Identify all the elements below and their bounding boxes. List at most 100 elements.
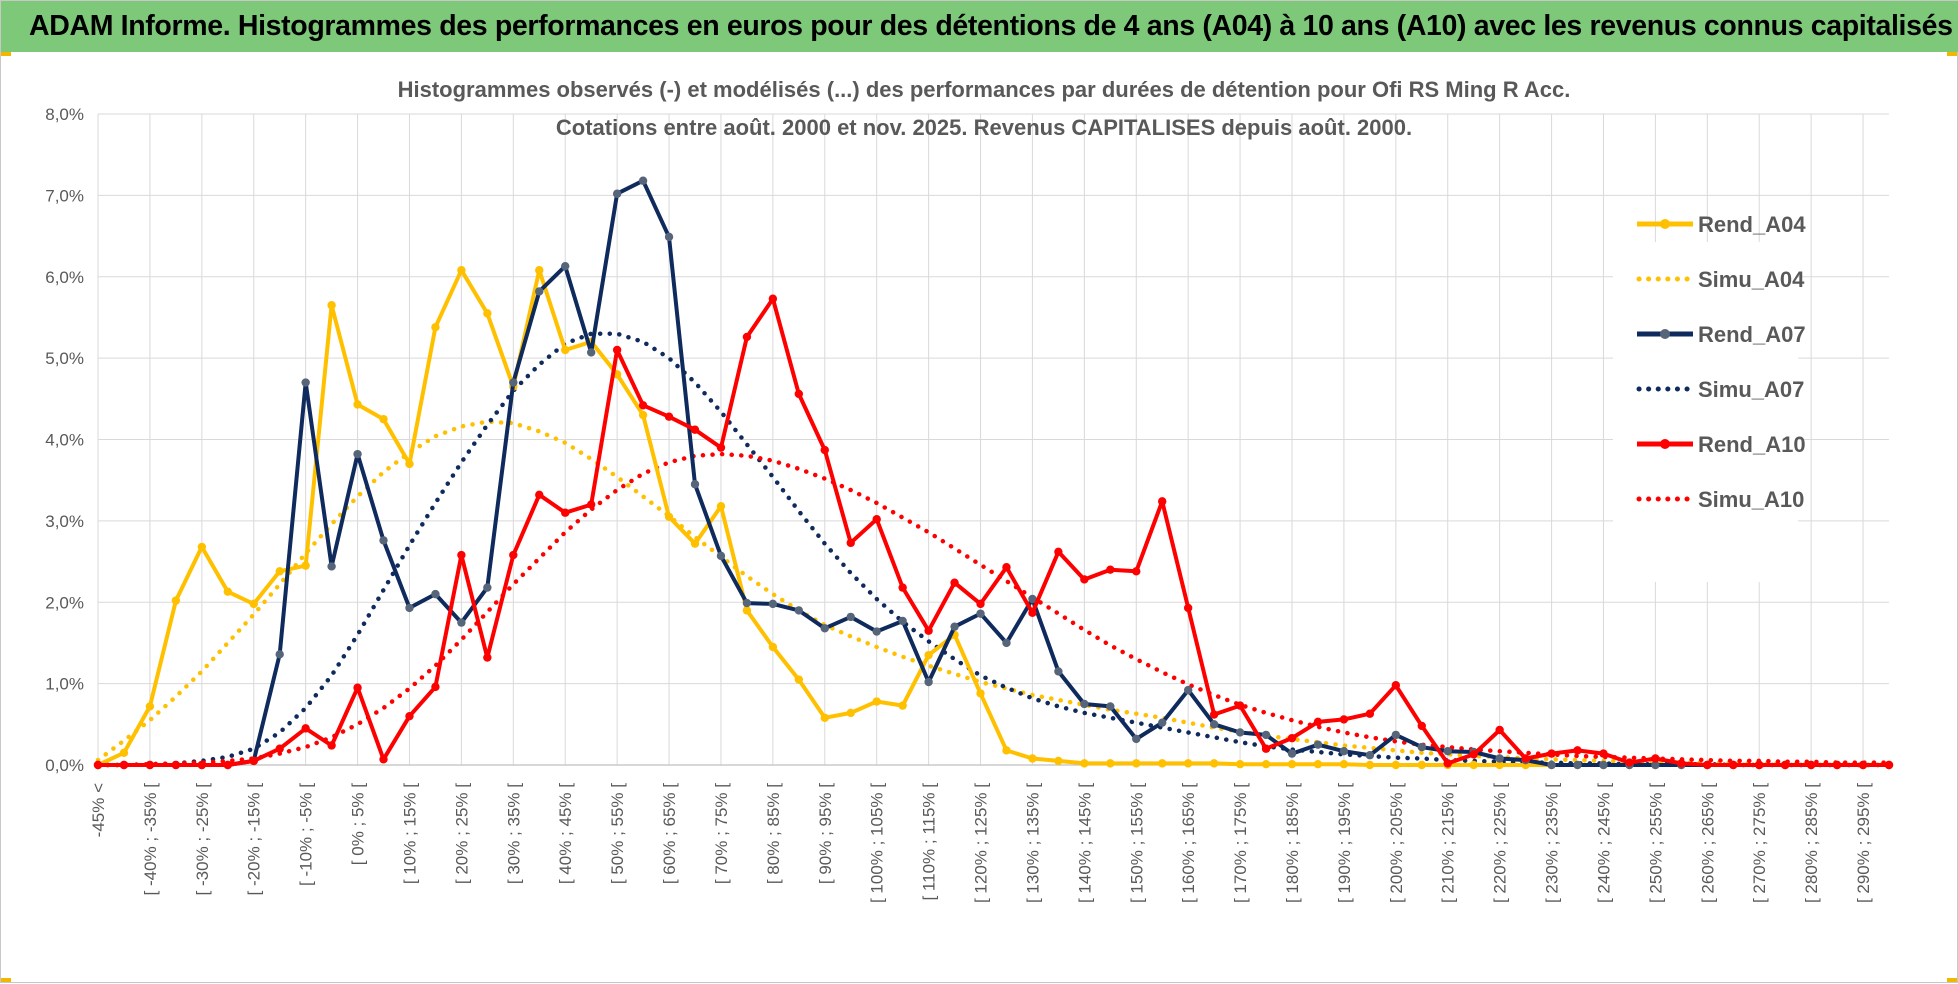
data-point xyxy=(1028,754,1037,763)
data-point xyxy=(1365,760,1375,770)
data-point xyxy=(301,561,310,570)
data-point xyxy=(768,599,778,609)
legend-label: Rend_A07 xyxy=(1698,322,1806,347)
data-point xyxy=(768,294,778,303)
corner-accent-right xyxy=(1947,52,1957,56)
data-point xyxy=(1339,746,1349,756)
data-point xyxy=(1106,565,1115,574)
data-point xyxy=(716,443,726,452)
x-tick-label: [ 150% ; 155% [ xyxy=(1127,783,1146,903)
data-point xyxy=(1780,760,1790,770)
data-point xyxy=(1054,756,1063,766)
y-tick-label: 3,0% xyxy=(45,512,84,531)
data-point xyxy=(716,502,726,511)
data-point xyxy=(327,301,336,310)
x-tick-label: [ 160% ; 165% [ xyxy=(1179,783,1198,903)
data-point xyxy=(1287,759,1297,769)
data-point xyxy=(586,500,596,509)
data-point xyxy=(846,538,855,548)
corner-accent-bottom-left xyxy=(1,978,11,982)
x-tick-label: [ 250% ; 255% [ xyxy=(1646,783,1665,903)
data-point xyxy=(768,642,778,652)
data-point xyxy=(1106,759,1115,768)
legend-item: Simu_A04 xyxy=(1636,267,1805,292)
data-point xyxy=(794,675,804,684)
data-point xyxy=(1729,760,1738,770)
data-point xyxy=(1547,760,1556,770)
data-point xyxy=(1495,725,1504,735)
data-point xyxy=(483,583,492,592)
data-point xyxy=(1054,547,1063,556)
data-point xyxy=(509,550,518,560)
data-point xyxy=(1599,749,1608,758)
data-point xyxy=(1080,575,1089,584)
data-point xyxy=(1417,742,1426,752)
x-tick-label: [ 200% ; 205% [ xyxy=(1387,783,1406,903)
data-point xyxy=(1209,759,1219,768)
data-point xyxy=(1443,759,1452,768)
data-point xyxy=(638,176,648,185)
data-point xyxy=(1132,734,1141,744)
x-tick-label: [ 120% ; 125% [ xyxy=(972,783,991,903)
data-point xyxy=(898,616,907,626)
data-point xyxy=(1209,710,1219,719)
data-point xyxy=(353,683,362,692)
x-axis: -45% < [ -40% ; -35% [[ -30% ; -25% [[ -2… xyxy=(89,764,1889,903)
data-point xyxy=(561,508,570,517)
x-tick-label: [ 10% ; 15% [ xyxy=(400,783,419,884)
data-point xyxy=(976,689,985,698)
data-point xyxy=(1235,728,1245,737)
corner-accent-bottom-right xyxy=(1947,978,1957,982)
data-point xyxy=(1832,760,1842,770)
data-point xyxy=(664,512,674,522)
data-point xyxy=(535,490,544,500)
legend-label: Simu_A04 xyxy=(1698,267,1805,292)
data-point xyxy=(301,724,310,733)
data-point xyxy=(1183,759,1193,768)
data-point xyxy=(561,261,570,271)
x-tick-label: [ 270% ; 275% [ xyxy=(1750,783,1769,903)
x-tick-label: [ 130% ; 135% [ xyxy=(1023,783,1042,903)
data-point xyxy=(535,266,544,275)
data-point xyxy=(950,578,959,587)
data-point xyxy=(171,596,181,605)
series-line xyxy=(95,419,1892,767)
data-point xyxy=(1521,754,1530,763)
data-point xyxy=(1261,744,1271,753)
series-line xyxy=(96,296,1891,767)
data-point xyxy=(872,627,881,636)
data-point xyxy=(1495,760,1504,770)
data-point xyxy=(1261,730,1271,740)
data-point xyxy=(1028,594,1037,604)
data-point xyxy=(924,626,933,635)
x-tick-label: [ 210% ; 215% [ xyxy=(1439,783,1458,903)
legend-label: Rend_A04 xyxy=(1698,212,1806,237)
data-point xyxy=(716,551,726,561)
x-tick-label: [ -10% ; -5% [ xyxy=(297,783,316,886)
x-tick-label: [ 220% ; 225% [ xyxy=(1491,783,1510,903)
data-point xyxy=(898,701,907,710)
data-point xyxy=(1417,760,1426,770)
data-point xyxy=(820,445,829,455)
data-point xyxy=(1002,638,1011,648)
data-point xyxy=(1469,760,1478,770)
data-point xyxy=(742,598,752,608)
data-point xyxy=(1287,733,1297,743)
data-point xyxy=(950,622,959,631)
data-point xyxy=(197,542,207,552)
legend-item: Simu_A10 xyxy=(1636,487,1804,512)
data-point xyxy=(457,618,466,627)
data-point xyxy=(1677,759,1686,768)
x-tick-label: [ 110% ; 115% [ xyxy=(920,783,939,901)
data-point xyxy=(742,332,752,342)
legend-box xyxy=(1613,242,1798,582)
x-tick-label: -45% < xyxy=(89,783,108,837)
data-point xyxy=(1469,750,1478,759)
data-point xyxy=(690,480,700,489)
series-line xyxy=(95,451,1892,768)
data-point xyxy=(1625,758,1634,767)
data-point xyxy=(1391,730,1401,740)
data-point xyxy=(1417,721,1426,731)
data-point xyxy=(690,539,700,548)
